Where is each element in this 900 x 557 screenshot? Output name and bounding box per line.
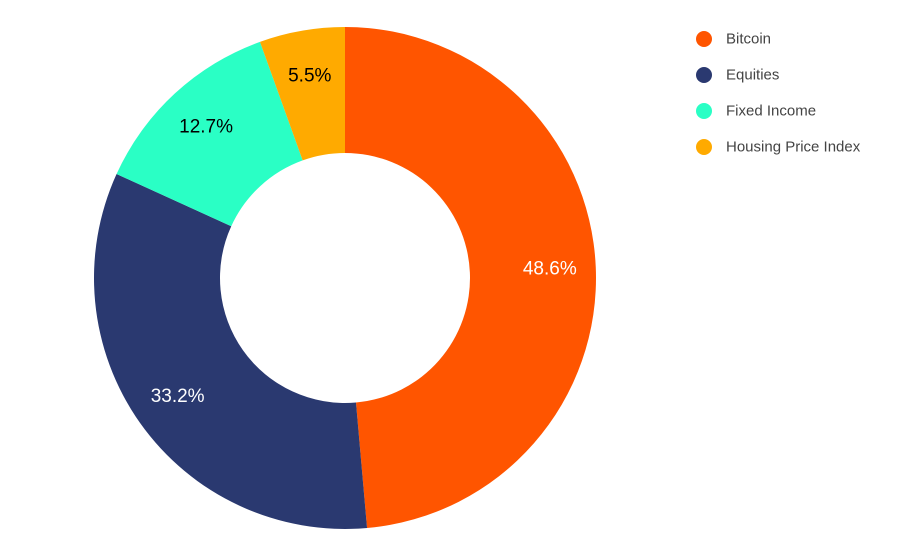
legend-marker-bitcoin bbox=[696, 31, 712, 47]
legend-marker-housing-price-index bbox=[696, 139, 712, 155]
legend-label-equities: Equities bbox=[726, 67, 779, 84]
slice-housing-price-index bbox=[259, 27, 345, 161]
slice-bitcoin bbox=[345, 27, 597, 529]
legend-label-housing-price-index: Housing Price Index bbox=[726, 139, 861, 156]
slice-fixed-income bbox=[116, 41, 303, 227]
slice-labels: 48.6% 33.2% 12.7% 5.5% bbox=[151, 66, 577, 407]
slice-label-equities: 33.2% bbox=[151, 386, 205, 407]
legend-marker-fixed-income bbox=[696, 103, 712, 119]
legend-marker-equities bbox=[696, 67, 712, 83]
slice-equities bbox=[93, 173, 368, 529]
legend-label-bitcoin: Bitcoin bbox=[726, 31, 771, 48]
legend-label-fixed-income: Fixed Income bbox=[726, 103, 816, 120]
slice-label-bitcoin: 48.6% bbox=[523, 258, 577, 279]
slice-label-housing-price-index: 5.5% bbox=[288, 66, 331, 87]
slice-label-fixed-income: 12.7% bbox=[179, 117, 233, 138]
legend: Bitcoin Equities Fixed Income Housing Price… bbox=[696, 31, 861, 156]
donut-slices bbox=[93, 27, 597, 529]
